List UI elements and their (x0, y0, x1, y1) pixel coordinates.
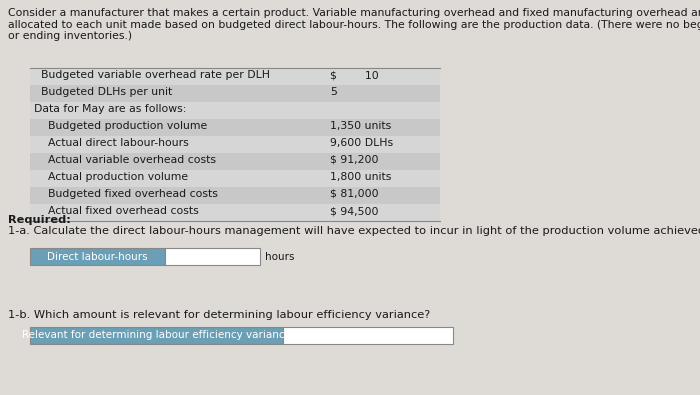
Bar (30, 153, 440, 170)
Text: $        10: $ 10 (330, 70, 379, 80)
Text: 1,800 units: 1,800 units (330, 172, 391, 182)
Text: or ending inventories.): or ending inventories.) (8, 31, 132, 41)
Bar (30, 187, 440, 204)
Text: allocated to each unit made based on budgeted direct labour-hours. The following: allocated to each unit made based on bud… (8, 19, 700, 30)
Text: Relevant for determining labour efficiency variance: Relevant for determining labour efficien… (22, 331, 291, 340)
Bar (283, 327, 453, 344)
Text: Data for May are as follows:: Data for May are as follows: (34, 104, 186, 114)
Text: 1,350 units: 1,350 units (330, 121, 391, 131)
Bar (30, 102, 440, 119)
Bar (30, 85, 440, 102)
Text: 5: 5 (330, 87, 337, 97)
Text: 1-a. Calculate the direct labour-hours management will have expected to incur in: 1-a. Calculate the direct labour-hours m… (8, 226, 700, 236)
Text: Budgeted fixed overhead costs: Budgeted fixed overhead costs (34, 189, 218, 199)
Text: Budgeted variable overhead rate per DLH: Budgeted variable overhead rate per DLH (34, 70, 270, 80)
Text: Actual fixed overhead costs: Actual fixed overhead costs (34, 206, 199, 216)
Text: Actual variable overhead costs: Actual variable overhead costs (34, 155, 216, 165)
Text: Consider a manufacturer that makes a certain product. Variable manufacturing ove: Consider a manufacturer that makes a cer… (8, 8, 700, 18)
Text: 1-b. Which amount is relevant for determining labour efficiency variance?: 1-b. Which amount is relevant for determ… (8, 310, 430, 320)
Bar (30, 248, 165, 265)
Text: Budgeted production volume: Budgeted production volume (34, 121, 207, 131)
Text: $ 91,200: $ 91,200 (330, 155, 379, 165)
Text: Actual production volume: Actual production volume (34, 172, 188, 182)
Text: Direct labour-hours: Direct labour-hours (47, 252, 148, 261)
Bar (30, 204, 440, 221)
Text: Actual direct labour-hours: Actual direct labour-hours (34, 138, 189, 148)
Text: Budgeted DLHs per unit: Budgeted DLHs per unit (34, 87, 172, 97)
Bar (30, 68, 440, 85)
Text: hours: hours (265, 252, 295, 261)
Text: $ 94,500: $ 94,500 (330, 206, 379, 216)
Text: 9,600 DLHs: 9,600 DLHs (330, 138, 393, 148)
Text: Required:: Required: (8, 215, 71, 225)
Text: $ 81,000: $ 81,000 (330, 189, 379, 199)
Bar (165, 248, 260, 265)
Bar (30, 327, 283, 344)
Bar (30, 136, 440, 153)
Bar (30, 170, 440, 187)
Bar (30, 119, 440, 136)
